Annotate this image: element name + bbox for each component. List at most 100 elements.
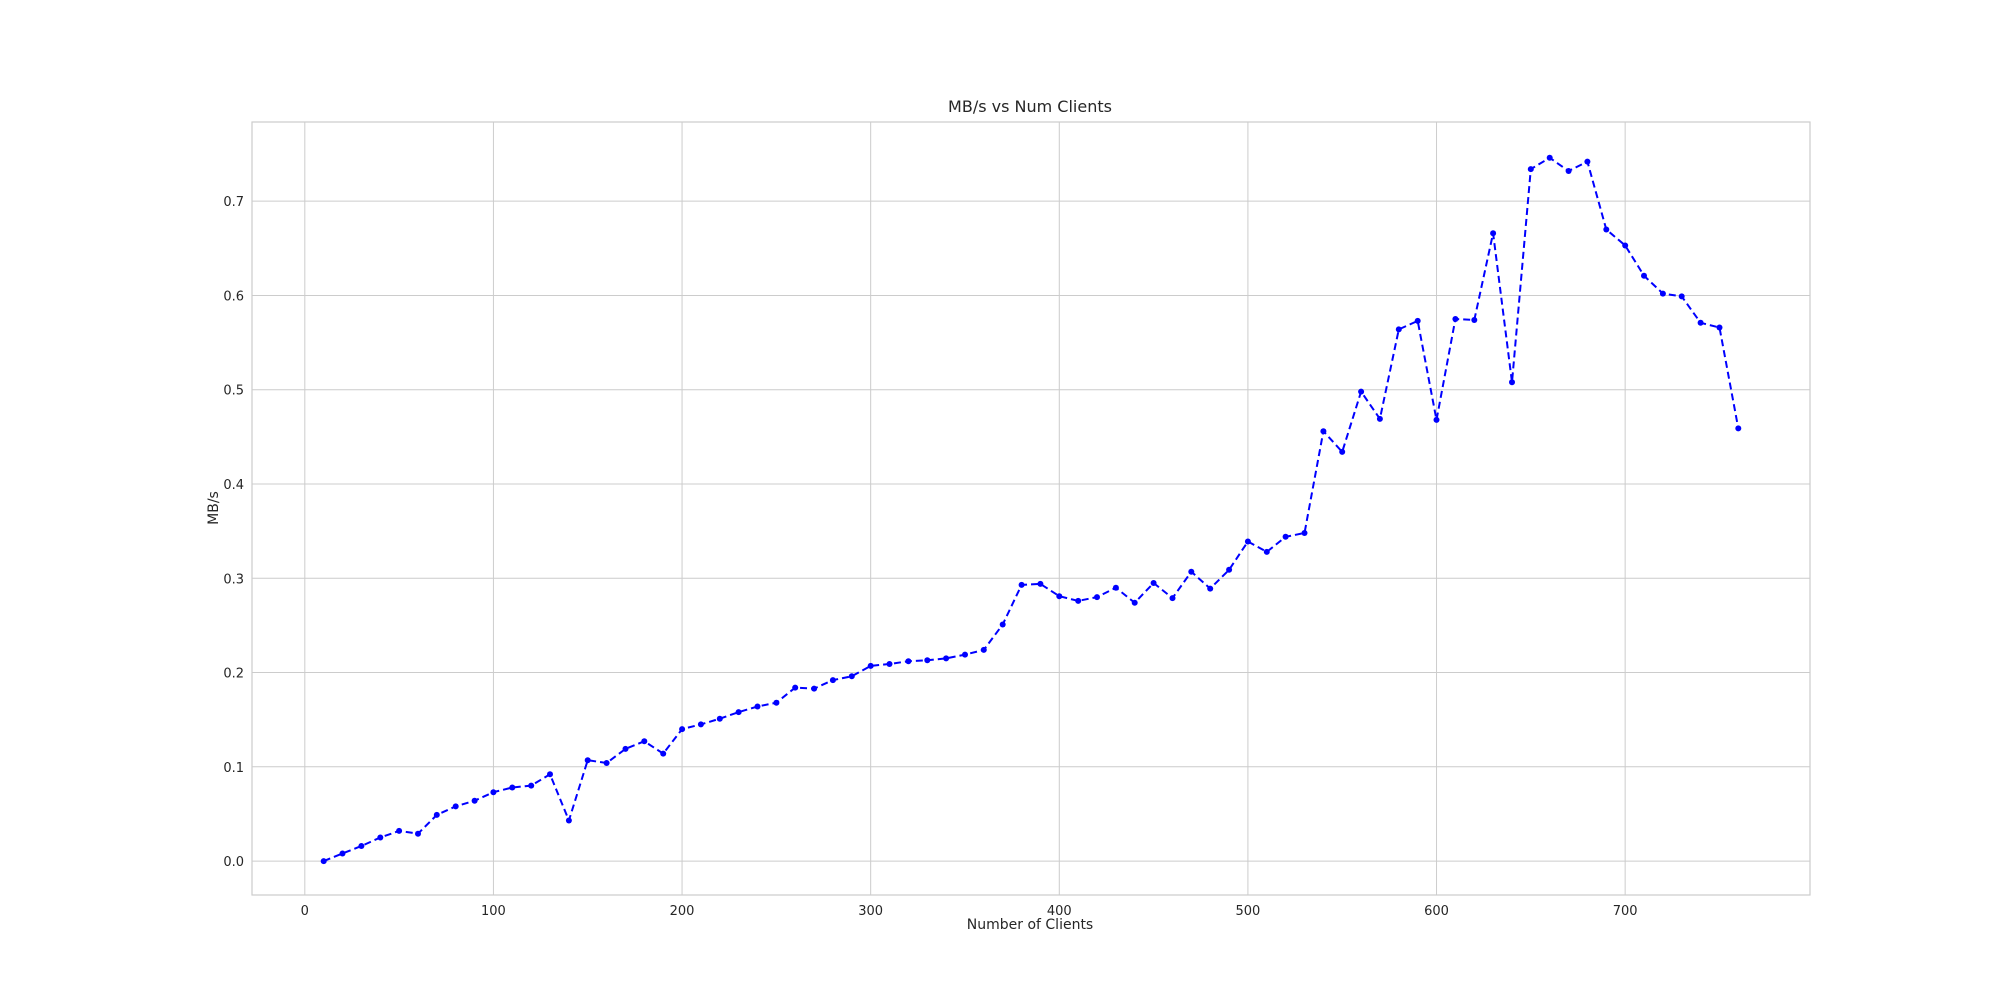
data-point xyxy=(1188,568,1195,575)
data-point xyxy=(679,726,686,733)
data-point xyxy=(1527,166,1534,173)
data-point xyxy=(1339,448,1346,455)
y-tick-label: 0.0 xyxy=(223,855,244,870)
data-point xyxy=(339,850,346,857)
data-point xyxy=(980,646,987,653)
data-point xyxy=(1584,158,1591,165)
data-point xyxy=(848,673,855,680)
data-point xyxy=(1546,154,1553,161)
data-point xyxy=(999,621,1006,628)
data-point xyxy=(1094,594,1100,601)
data-point xyxy=(1395,326,1402,333)
data-point xyxy=(509,784,516,791)
x-tick-label: 700 xyxy=(1613,904,1638,919)
series-layer xyxy=(320,154,1742,865)
data-point xyxy=(773,699,780,706)
data-point xyxy=(358,843,365,849)
data-point xyxy=(829,677,836,684)
data-point xyxy=(1301,530,1308,536)
data-point xyxy=(1659,290,1666,297)
data-point xyxy=(320,858,327,865)
data-point xyxy=(1150,580,1157,586)
data-point xyxy=(547,771,553,778)
data-point xyxy=(1641,272,1647,279)
data-point xyxy=(1169,595,1176,602)
data-point xyxy=(1131,599,1138,606)
data-point xyxy=(1471,317,1478,323)
y-tick-label: 0.2 xyxy=(223,667,244,682)
data-point xyxy=(1376,415,1383,422)
data-point xyxy=(1018,581,1025,588)
data-point xyxy=(1622,242,1629,249)
data-point xyxy=(433,811,440,818)
y-tick-label: 0.7 xyxy=(223,195,244,210)
y-axis-label: MB/s xyxy=(206,491,222,525)
data-point xyxy=(584,757,591,764)
data-point xyxy=(603,760,610,766)
data-point xyxy=(1226,566,1233,573)
data-point xyxy=(735,709,742,716)
data-point xyxy=(1433,416,1440,423)
x-tick-label: 400 xyxy=(1047,904,1072,919)
data-point xyxy=(1716,324,1723,331)
x-tick-label: 0 xyxy=(301,904,309,919)
data-point xyxy=(452,803,459,810)
data-point xyxy=(622,745,629,752)
y-tick-label: 0.5 xyxy=(223,384,244,399)
x-tick-label: 300 xyxy=(858,904,883,919)
y-tick-labels: 0.0 0.1 0.2 0.3 0.4 0.5 0.6 0.7 xyxy=(223,195,244,870)
data-point xyxy=(1263,548,1270,555)
data-point xyxy=(396,827,403,834)
y-tick-label: 0.4 xyxy=(223,478,244,493)
x-tick-labels: 0 100 200 300 400 500 600 700 xyxy=(301,904,1638,919)
data-point xyxy=(1037,580,1044,587)
data-point xyxy=(1207,585,1214,592)
data-point xyxy=(754,703,761,710)
data-point xyxy=(962,651,968,658)
plot-frame xyxy=(251,121,1811,896)
data-point xyxy=(1735,425,1742,432)
y-tick-label: 0.1 xyxy=(223,761,244,776)
x-tick-label: 500 xyxy=(1235,904,1260,919)
data-point xyxy=(811,685,818,692)
data-point xyxy=(1112,584,1119,591)
data-point xyxy=(1678,293,1685,300)
data-point xyxy=(924,657,931,664)
data-point xyxy=(1075,597,1082,604)
data-point xyxy=(905,658,912,665)
data-point xyxy=(1320,428,1327,435)
data-point xyxy=(377,834,384,841)
data-point xyxy=(1282,533,1289,540)
data-point xyxy=(1490,230,1497,237)
data-point xyxy=(716,715,723,722)
grid-lines xyxy=(252,122,1810,895)
data-point xyxy=(1603,226,1610,233)
chart-title: MB/s vs Num Clients xyxy=(948,97,1112,116)
x-tick-label: 100 xyxy=(481,904,506,919)
data-point xyxy=(490,789,497,796)
y-tick-label: 0.3 xyxy=(223,572,244,587)
data-point xyxy=(415,830,421,837)
x-axis-label: Number of Clients xyxy=(967,917,1093,933)
data-point xyxy=(943,655,950,662)
data-point xyxy=(528,782,535,789)
data-point xyxy=(1414,317,1421,324)
data-point xyxy=(1697,319,1704,326)
data-point xyxy=(1452,316,1459,322)
data-point xyxy=(886,661,893,667)
data-point xyxy=(565,817,572,824)
data-point xyxy=(660,750,667,757)
data-point xyxy=(1509,379,1515,386)
x-tick-label: 600 xyxy=(1424,904,1449,919)
data-point xyxy=(471,797,478,804)
y-tick-label: 0.6 xyxy=(223,289,244,304)
data-point xyxy=(792,684,799,691)
data-point xyxy=(1358,388,1365,395)
data-point xyxy=(867,662,874,669)
data-point xyxy=(641,738,648,745)
x-tick-label: 200 xyxy=(670,904,695,919)
data-point xyxy=(1565,168,1572,174)
data-point xyxy=(1244,538,1251,545)
data-point xyxy=(697,721,704,728)
